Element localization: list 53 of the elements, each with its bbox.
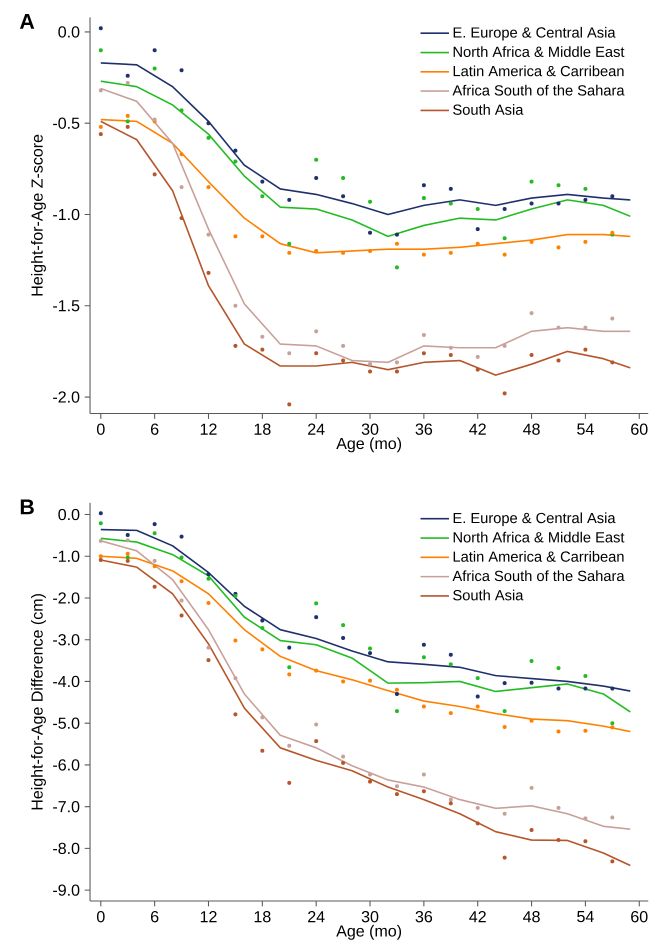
legend-label: E. Europe & Central Asia	[454, 512, 616, 526]
x-axis-title: Age (mo)	[336, 437, 401, 452]
legend-label: Latin America & Carribean	[454, 66, 624, 76]
y-tick-label: 0.0	[58, 26, 80, 38]
x-tick-label: 54	[577, 424, 594, 435]
y-tick-label: -0.5	[53, 118, 80, 129]
y-tick-label: -5.0	[53, 718, 80, 729]
y-tick-label: -6.0	[53, 759, 80, 771]
x-tick-label: 30	[362, 911, 378, 922]
x-tick-label: 48	[522, 911, 540, 922]
chart-title: A	[20, 14, 34, 29]
legend-label: South Asia	[453, 590, 524, 600]
legend-label: E. Europe & Central Asia	[454, 26, 616, 41]
y-tick-label: -4.0	[53, 676, 80, 688]
x-tick-label: 24	[308, 424, 324, 435]
y-axis-title: Height-for-Age Difference (cm)	[30, 594, 46, 810]
y-tick-label: -1.5	[53, 300, 80, 312]
x-tick-label: 42	[469, 424, 486, 435]
legend-label: North Africa & Middle East	[454, 46, 624, 57]
x-tick-label: 0	[96, 911, 105, 922]
x-tick-label: 18	[254, 911, 270, 922]
legend-label: Latin America & Carribean	[454, 551, 624, 562]
legend-label: North Africa & Middle East	[454, 532, 624, 542]
x-tick-label: 0	[96, 424, 105, 435]
y-tick-label: -2.0	[53, 592, 80, 604]
x-tick-label: 18	[254, 424, 270, 435]
legend-label: South Asia	[453, 104, 524, 115]
x-tick-label: 36	[415, 424, 432, 435]
legend-label: Africa South of the Sahara	[452, 84, 624, 96]
x-tick-label: 12	[200, 424, 216, 435]
y-tick-label: -2.0	[53, 391, 80, 403]
x-tick-label: 42	[469, 911, 486, 922]
x-tick-label: 60	[631, 911, 648, 922]
legend-label: Africa South of the Sahara	[452, 570, 624, 582]
x-tick-label: 6	[150, 911, 158, 922]
x-tick-label: 48	[522, 424, 540, 435]
y-tick-label: -3.0	[53, 634, 80, 646]
x-tick-label: 6	[150, 424, 158, 435]
y-tick-label: -7.0	[53, 801, 80, 812]
y-axis-title: Height-for-Age Z-score	[30, 134, 46, 296]
x-tick-label: 60	[631, 424, 648, 435]
x-tick-label: 54	[577, 911, 594, 922]
y-tick-label: 0.0	[58, 508, 80, 520]
y-tick-label: -1.0	[53, 208, 80, 220]
y-tick-label: -8.0	[53, 842, 80, 854]
x-tick-label: 36	[415, 911, 432, 922]
chart-title: B	[20, 500, 34, 514]
y-tick-label: -9.0	[53, 884, 80, 896]
y-tick-label: -1.0	[53, 550, 80, 562]
x-tick-label: 24	[308, 911, 324, 922]
x-tick-label: 12	[200, 911, 216, 922]
x-tick-label: 30	[362, 424, 378, 435]
x-axis-title: Age (mo)	[336, 924, 401, 940]
